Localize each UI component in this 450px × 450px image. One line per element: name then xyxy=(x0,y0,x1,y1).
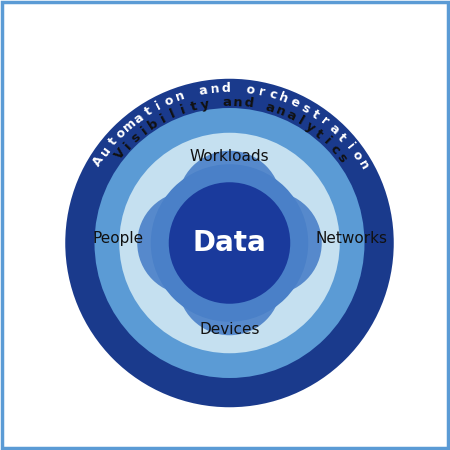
Text: i: i xyxy=(158,112,168,126)
Circle shape xyxy=(250,173,389,313)
Circle shape xyxy=(160,263,299,403)
Text: y: y xyxy=(302,119,317,135)
Text: n: n xyxy=(355,158,371,172)
Text: y: y xyxy=(199,97,210,112)
Text: n: n xyxy=(174,89,187,104)
Text: i: i xyxy=(179,103,187,117)
Text: a: a xyxy=(131,110,146,126)
Text: a: a xyxy=(198,84,208,98)
Text: Workloads: Workloads xyxy=(190,148,269,164)
Circle shape xyxy=(65,79,394,407)
Text: a: a xyxy=(326,122,341,137)
Text: m: m xyxy=(120,116,139,135)
Text: a: a xyxy=(264,101,276,116)
Text: a: a xyxy=(284,108,297,124)
Circle shape xyxy=(160,83,299,223)
Text: o: o xyxy=(163,93,176,108)
Text: h: h xyxy=(277,91,290,106)
Text: r: r xyxy=(257,85,266,99)
Text: n: n xyxy=(274,104,287,120)
Text: d: d xyxy=(243,96,254,111)
Text: i: i xyxy=(139,124,150,137)
Text: c: c xyxy=(327,142,342,157)
Text: o: o xyxy=(349,148,364,163)
Circle shape xyxy=(94,108,365,378)
Text: i: i xyxy=(154,99,163,112)
Text: t: t xyxy=(143,104,154,119)
Text: l: l xyxy=(295,115,306,128)
Circle shape xyxy=(169,182,290,304)
Text: i: i xyxy=(122,140,134,152)
Text: r: r xyxy=(318,114,331,128)
Text: n: n xyxy=(210,82,220,96)
Text: V: V xyxy=(112,146,129,162)
Text: t: t xyxy=(189,100,198,114)
Text: t: t xyxy=(312,127,325,141)
Text: i: i xyxy=(321,135,333,148)
Text: a: a xyxy=(222,95,231,109)
Text: d: d xyxy=(222,82,231,95)
Text: Networks: Networks xyxy=(315,231,387,246)
Text: i: i xyxy=(343,140,356,152)
Circle shape xyxy=(178,232,281,335)
Text: Devices: Devices xyxy=(199,322,260,338)
Text: o: o xyxy=(245,83,255,97)
Text: t: t xyxy=(106,135,120,148)
Text: n: n xyxy=(233,95,243,109)
Text: l: l xyxy=(168,107,177,121)
Circle shape xyxy=(218,191,322,295)
Circle shape xyxy=(137,191,241,295)
Text: b: b xyxy=(146,117,161,133)
Text: c: c xyxy=(267,88,278,102)
Text: s: s xyxy=(334,151,349,165)
Text: A: A xyxy=(91,153,107,168)
Circle shape xyxy=(178,151,281,254)
Text: e: e xyxy=(288,95,301,111)
Text: People: People xyxy=(92,231,144,246)
Text: Data: Data xyxy=(193,229,266,257)
Circle shape xyxy=(151,164,308,322)
Text: t: t xyxy=(335,130,349,144)
Text: u: u xyxy=(98,144,113,158)
Text: t: t xyxy=(309,108,321,122)
Text: o: o xyxy=(113,126,128,141)
Circle shape xyxy=(119,133,340,353)
Circle shape xyxy=(70,173,209,313)
Text: s: s xyxy=(128,130,143,145)
Text: s: s xyxy=(299,101,311,116)
